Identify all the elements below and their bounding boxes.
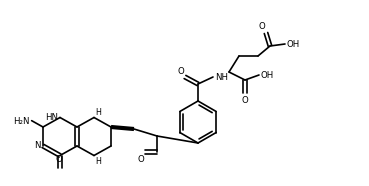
Text: HN: HN (45, 113, 58, 122)
Text: O: O (177, 67, 184, 76)
Text: NH: NH (215, 73, 228, 81)
Text: N: N (34, 142, 41, 150)
Text: H: H (95, 156, 101, 166)
Text: OH: OH (261, 70, 274, 79)
Text: H₂N: H₂N (13, 117, 30, 126)
Text: O: O (258, 22, 265, 31)
Text: O: O (137, 155, 144, 164)
Text: H: H (95, 108, 101, 116)
Text: OH: OH (287, 39, 300, 49)
Text: O: O (56, 155, 62, 164)
Text: O: O (242, 96, 248, 105)
